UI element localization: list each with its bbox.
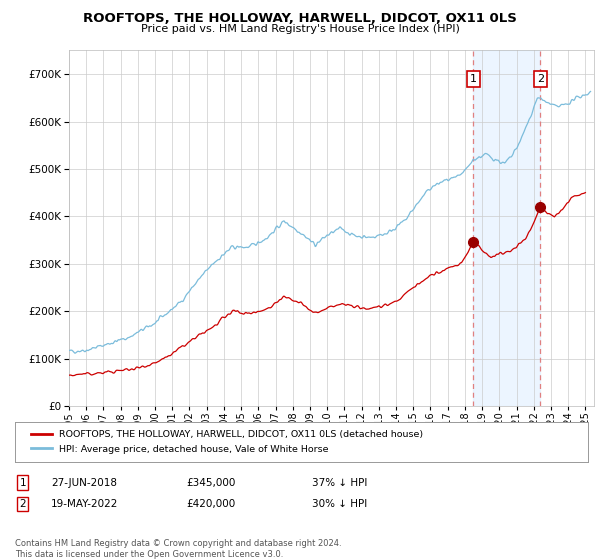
Text: £345,000: £345,000 xyxy=(186,478,235,488)
Text: 2: 2 xyxy=(537,74,544,84)
Text: Price paid vs. HM Land Registry's House Price Index (HPI): Price paid vs. HM Land Registry's House … xyxy=(140,24,460,34)
Text: 2: 2 xyxy=(19,499,26,509)
Text: ROOFTOPS, THE HOLLOWAY, HARWELL, DIDCOT, OX11 0LS: ROOFTOPS, THE HOLLOWAY, HARWELL, DIDCOT,… xyxy=(83,12,517,25)
Text: 1: 1 xyxy=(19,478,26,488)
Text: Contains HM Land Registry data © Crown copyright and database right 2024.
This d: Contains HM Land Registry data © Crown c… xyxy=(15,539,341,559)
Bar xyxy=(473,50,540,406)
Text: 1: 1 xyxy=(470,74,477,84)
Legend: ROOFTOPS, THE HOLLOWAY, HARWELL, DIDCOT, OX11 0LS (detached house), HPI: Average: ROOFTOPS, THE HOLLOWAY, HARWELL, DIDCOT,… xyxy=(25,424,429,459)
Text: £420,000: £420,000 xyxy=(186,499,235,509)
Text: 30% ↓ HPI: 30% ↓ HPI xyxy=(312,499,367,509)
Text: 19-MAY-2022: 19-MAY-2022 xyxy=(51,499,118,509)
Text: 37% ↓ HPI: 37% ↓ HPI xyxy=(312,478,367,488)
Text: 27-JUN-2018: 27-JUN-2018 xyxy=(51,478,117,488)
